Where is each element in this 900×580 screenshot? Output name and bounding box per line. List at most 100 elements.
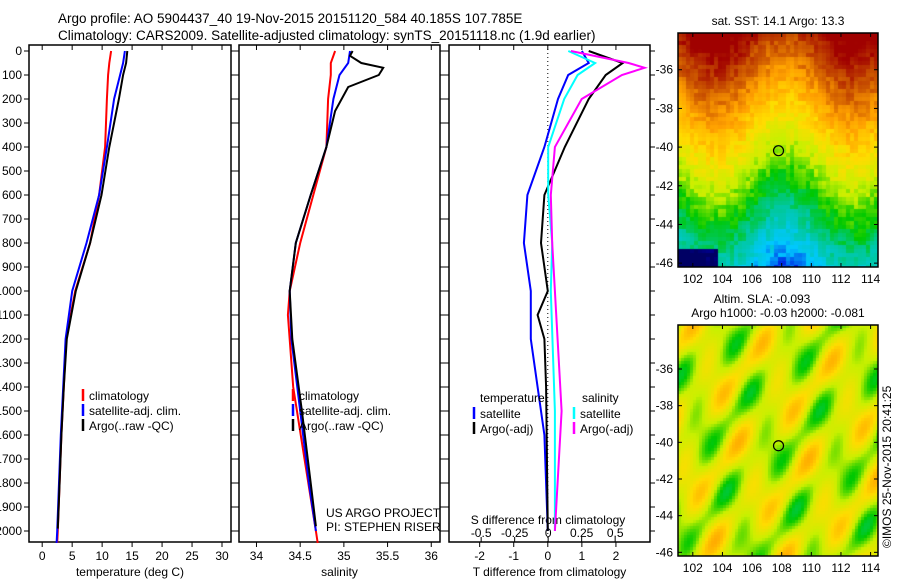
lon-tick-label: 112	[831, 272, 850, 286]
lon-tick-label: 110	[802, 561, 821, 575]
x-tick-label: 34	[250, 549, 264, 563]
title-line-1: Argo profile: AO 5904437_40 19-Nov-2015 …	[58, 11, 523, 26]
argo-position-marker	[772, 440, 785, 452]
x-tick-label: -1	[508, 549, 519, 563]
profile-climatology	[286, 50, 337, 544]
lon-tick-label: 112	[831, 561, 850, 575]
y-tick-label: 300	[2, 116, 22, 130]
y-tick-label: 0	[15, 44, 22, 58]
legend-label: Argo(..raw -QC)	[299, 419, 384, 433]
profile-s-argo-adj-	[549, 50, 648, 532]
x-tick-label: 15	[125, 549, 139, 563]
sst-map-image	[678, 33, 878, 267]
profile-climatology	[56, 50, 113, 544]
lon-tick-label: 106	[742, 561, 762, 575]
y-tick-label: 2000	[0, 524, 22, 538]
x-tick-label: 25	[185, 549, 199, 563]
legend-label: satellite	[580, 407, 621, 421]
y-tick-label: 600	[2, 188, 22, 202]
plot-frame	[238, 44, 441, 543]
x-tick-label: 36	[425, 549, 439, 563]
lon-tick-label: 110	[802, 272, 821, 286]
lat-tick-label: -40	[656, 140, 674, 154]
s-tick-label: -0.5	[471, 526, 492, 540]
project-line-1: US ARGO PROJECT	[326, 506, 441, 520]
x-tick-label: 5	[69, 549, 76, 563]
lat-tick-label: -42	[656, 472, 674, 486]
legend-label: Argo(-adj)	[580, 422, 633, 436]
lat-tick-label: -36	[656, 362, 674, 376]
lat-tick-label: -38	[656, 101, 674, 115]
legend-label: Argo(-adj)	[480, 422, 533, 436]
lat-tick-label: -46	[656, 545, 674, 559]
y-tick-label: 1800	[0, 476, 22, 490]
y-tick-label: 1600	[0, 428, 22, 442]
y-tick-label: 1100	[0, 308, 22, 322]
legend-title-temperature: temperature	[480, 391, 545, 405]
project-line-2: PI: STEPHEN RISER	[326, 520, 441, 534]
lon-tick-label: 102	[683, 272, 703, 286]
lon-tick-label: 108	[772, 272, 792, 286]
credit: ©IMOS 25-Nov-2015 20:41:25	[880, 385, 894, 548]
lon-tick-label: 106	[742, 272, 762, 286]
plot-frame	[28, 44, 232, 543]
lon-tick-label: 104	[712, 561, 732, 575]
x-tick-label: 34.5	[288, 549, 312, 563]
legend-label: satellite-adj. clim.	[89, 404, 181, 418]
y-tick-label: 1400	[0, 380, 22, 394]
profile-t-satellite	[522, 50, 591, 532]
profile-argo-raw-qc-	[288, 50, 385, 527]
x-tick-label: 10	[95, 549, 109, 563]
s-tick-label: 0	[545, 526, 552, 540]
lon-tick-label: 102	[683, 561, 703, 575]
x-tick-label: 0	[39, 549, 46, 563]
legend-label: satellite-adj. clim.	[299, 404, 391, 418]
s-tick-label: 0.5	[607, 526, 624, 540]
sst-map-title: sat. SST: 14.1 Argo: 13.3	[712, 14, 845, 28]
legend-title-salinity: salinity	[582, 391, 619, 405]
y-tick-label: 100	[2, 68, 22, 82]
s-tick-label: 0.25	[570, 526, 594, 540]
y-tick-label: 1500	[0, 404, 22, 418]
lat-tick-label: -36	[656, 63, 674, 77]
legend-label: Argo(..raw -QC)	[89, 419, 174, 433]
x-tick-label: 0	[544, 549, 551, 563]
y-tick-label: 500	[2, 164, 22, 178]
profile-s-satellite	[547, 50, 598, 531]
y-tick-label: 1900	[0, 500, 22, 514]
x-tick-label: 2	[613, 549, 620, 563]
lon-tick-label: 108	[772, 561, 792, 575]
x-tick-label: -2	[474, 549, 485, 563]
x-tick-label: 35	[337, 549, 351, 563]
lon-tick-label: 114	[861, 561, 880, 575]
y-tick-label: 1700	[0, 452, 22, 466]
y-tick-label: 1000	[0, 284, 22, 298]
lat-tick-label: -44	[656, 509, 674, 523]
lon-tick-label: 114	[861, 272, 880, 286]
y-tick-label: 1200	[0, 332, 22, 346]
legend-label: satellite	[480, 407, 521, 421]
sla-map-title: Altim. SLA: -0.093	[714, 292, 811, 306]
lat-tick-label: -46	[656, 256, 674, 270]
y-tick-label: 400	[2, 140, 22, 154]
y-tick-label: 200	[2, 92, 22, 106]
y-tick-label: 1300	[0, 356, 22, 370]
profile-satellite-adj-clim-	[288, 50, 351, 532]
map-frame	[677, 324, 879, 557]
lat-tick-label: -38	[656, 399, 674, 413]
map-frame	[677, 32, 879, 268]
s-tick-label: -0.25	[501, 526, 529, 540]
lon-tick-label: 104	[712, 272, 732, 286]
x-tick-label: 1	[579, 549, 586, 563]
plot-frame	[448, 44, 651, 543]
argo-position-marker	[772, 145, 785, 157]
title-line-2: Climatology: CARS2009. Satellite-adjuste…	[58, 28, 596, 43]
lat-tick-label: -44	[656, 217, 674, 231]
x-tick-label: 20	[155, 549, 169, 563]
x-axis-label: salinity	[321, 565, 358, 579]
lat-tick-label: -42	[656, 179, 674, 193]
profile-t-argo-adj-	[536, 50, 625, 532]
sla-map-subtitle: Argo h1000: -0.03 h2000: -0.081	[691, 306, 865, 320]
